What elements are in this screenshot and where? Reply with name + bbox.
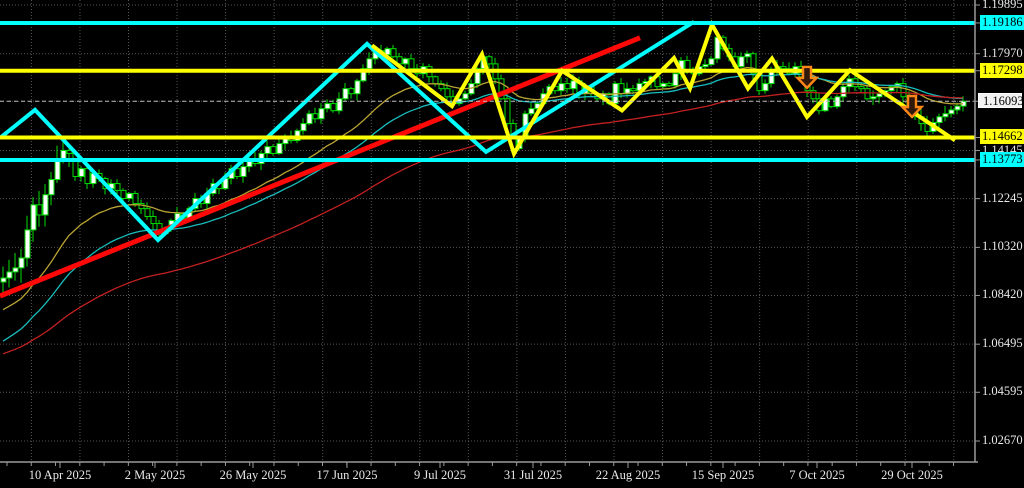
axis-tick-marks bbox=[6, 4, 980, 468]
candlestick-series bbox=[0, 35, 967, 297]
time-axis-label: 17 Jun 2025 bbox=[316, 468, 378, 482]
price-axis-label: 1.17970 bbox=[982, 45, 1023, 60]
price-axis-label: 1.04595 bbox=[982, 384, 1023, 399]
zigzag-drawing-cyan[interactable] bbox=[0, 20, 696, 243]
time-axis-label: 2 May 2025 bbox=[124, 468, 186, 482]
time-axis-label: 29 Oct 2025 bbox=[881, 468, 943, 482]
price-axis-label: 1.19895 bbox=[982, 0, 1023, 11]
time-axis-label: 22 Aug 2025 bbox=[595, 468, 661, 482]
price-axis-label: 1.10320 bbox=[982, 239, 1023, 254]
price-axis-label: 1.12245 bbox=[982, 190, 1023, 205]
ma-slow-red-indicator-line[interactable] bbox=[2, 91, 964, 355]
price-axis-label: 1.14662 bbox=[980, 129, 1024, 145]
grid-lines bbox=[0, 0, 975, 462]
price-axis-label: 1.02670 bbox=[982, 433, 1023, 447]
price-axis-label: 1.06495 bbox=[982, 336, 1023, 351]
trendline-drawing-red[interactable] bbox=[0, 35, 641, 299]
time-axis: 10 Apr 2025 2 May 2025 26 May 2025 17 Jun 2… bbox=[0, 462, 1024, 488]
sell-signal-down-arrow-icon[interactable] bbox=[794, 65, 820, 90]
time-axis-label: 15 Sep 2025 bbox=[691, 468, 755, 482]
time-axis-label: 31 Jul 2025 bbox=[503, 468, 563, 482]
time-axis-label: 7 Oct 2025 bbox=[789, 468, 845, 482]
current-price-label: 1.16093 bbox=[978, 93, 1024, 109]
time-axis-label: 26 May 2025 bbox=[219, 468, 287, 482]
time-axis-label: 9 Jul 2025 bbox=[413, 468, 467, 482]
price-axis-label: 1.17298 bbox=[980, 62, 1024, 78]
price-axis-label: 1.08420 bbox=[982, 287, 1023, 302]
time-axis-label: 10 Apr 2025 bbox=[28, 468, 92, 482]
price-axis: 1.19895 1.19186 1.17970 1.17298 1.16093 1.146… bbox=[978, 0, 1024, 462]
price-axis-label: 1.13773 bbox=[980, 151, 1024, 167]
sell-signal-down-arrow-icon[interactable] bbox=[899, 94, 925, 119]
price-axis-label: 1.19186 bbox=[980, 14, 1024, 30]
